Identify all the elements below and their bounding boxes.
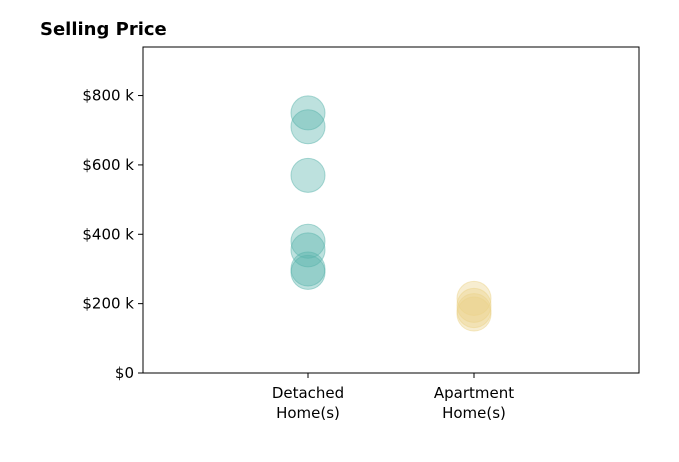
y-tick-label: $200 k (82, 295, 134, 313)
data-point (290, 223, 326, 259)
data-point (456, 296, 492, 332)
y-axis: $0 $200 k $400 k $600 k $800 k (82, 87, 143, 382)
data-point (290, 109, 326, 145)
y-tick-label: $800 k (82, 87, 134, 105)
plot-frame (142, 46, 640, 374)
x-tick-label: Apartment Home(s) (434, 384, 514, 422)
y-tick-label: $600 k (82, 156, 134, 174)
x-axis: Detached Home(s) Apartment Home(s) (272, 373, 514, 422)
y-tick-label: $0 (115, 364, 134, 382)
data-point (290, 232, 326, 268)
y-tick-label: $400 k (82, 225, 134, 243)
chart-title: Selling Price (40, 19, 167, 40)
data-point (456, 287, 492, 323)
data-point (456, 280, 492, 316)
x-tick-label: Detached Home(s) (272, 384, 344, 422)
data-point (290, 157, 326, 193)
data-points (290, 95, 492, 332)
data-point (290, 95, 326, 131)
data-point (290, 254, 326, 290)
